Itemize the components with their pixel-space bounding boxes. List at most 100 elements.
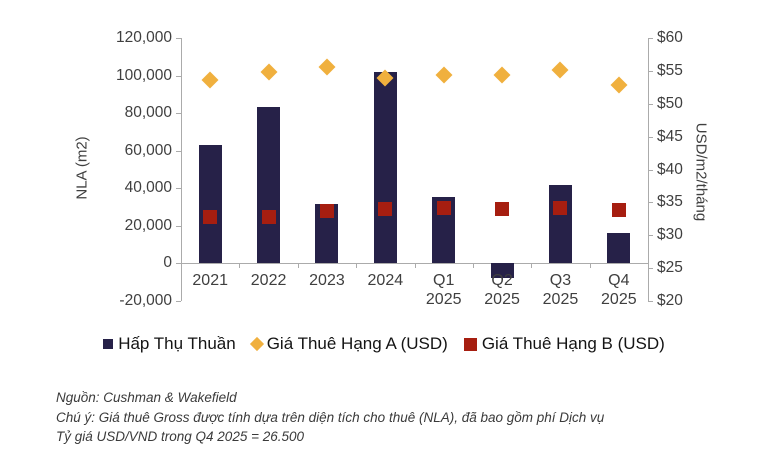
right-axis-tick-label: $20 [657,292,683,309]
right-axis-tick-label: $55 [657,61,683,79]
left-axis-tick-label: 60,000 [124,141,172,159]
x-axis-category-line: 2024 [367,272,404,290]
legend: Hấp Thụ Thuần Giá Thuê Hạng A (USD) Giá … [0,334,768,354]
fx-note: Tỷ giá USD/VND trong Q4 2025 = 26.500 [56,429,305,444]
right-axis-tick [648,268,653,270]
right-axis-tick [648,70,653,72]
grade-a-marker-Q3-2025 [551,61,569,79]
grade-b-marker-Q2-2025 [495,201,510,216]
method-note: Chú ý: Giá thuê Gross được tính dựa trên… [56,409,605,425]
grade-a-marker-Q4-2025 [610,76,628,94]
bar-Q2-2025 [490,263,514,278]
right-axis-tick-label: $30 [657,226,683,244]
left-axis-tick-label: 100,000 [115,66,172,84]
legend-label-grade-a-rent: Giá Thuê Hạng A (USD) [266,334,448,353]
left-axis-tick-label: 120,000 [115,29,172,46]
grade-b-marker-Q4-2025 [611,202,626,217]
left-axis-tick [176,301,181,302]
x-axis-category-line: 2025 [484,291,520,309]
right-axis-tick-label: $60 [657,29,683,46]
x-axis-tick [648,263,649,269]
left-axis-tick [176,150,181,152]
bar-2024 [373,71,397,264]
bar-swatch-icon [103,339,114,349]
right-axis-tick [648,103,653,105]
grade-a-marker-2021 [201,71,219,89]
x-axis-category-line: Q2 [491,272,513,290]
grade-a-marker-Q2-2025 [493,66,511,84]
right-axis-tick [648,169,653,171]
x-axis-category-line: Q3 [549,272,572,290]
x-axis-category-line: 2022 [250,272,287,290]
x-axis-tick [181,263,182,269]
left-axis-tick-label: -20,000 [119,292,172,309]
source-note: Nguồn: Cushman & Wakefield [56,390,237,405]
left-axis-tick [176,113,181,115]
x-axis-tick [356,263,358,269]
footnotes: Nguồn: Cushman & Wakefield Chú ý: Giá th… [56,388,604,447]
grade-a-marker-Q1-2025 [435,66,453,84]
left-axis-tick-label: 20,000 [124,216,172,234]
right-axis-tick-label: $45 [657,127,683,145]
x-axis-tick [589,263,591,269]
x-axis-tick [472,263,474,269]
bar-Q4-2025 [607,233,631,264]
grade-b-marker-2023 [319,203,334,218]
x-axis-category-line: 2025 [542,291,579,309]
x-axis-category-line: 2023 [309,272,345,290]
grade-b-marker-Q1-2025 [436,200,451,215]
legend-item-net-absorption: Hấp Thụ Thuần [103,334,236,354]
legend-label-grade-b-rent: Giá Thuê Hạng B (USD) [481,334,665,353]
right-axis-tick [648,202,653,204]
x-axis-tick [297,263,299,269]
grade-a-marker-2022 [260,63,278,81]
x-axis-category-label: Q2 2025 [473,271,531,309]
x-axis-category-label: 2024 [356,271,414,290]
grade-b-marker-2022 [261,210,276,225]
grade-b-marker-Q3-2025 [553,200,568,215]
x-axis-category-label: 2022 [240,271,298,290]
right-axis-tick-label: $50 [657,94,683,112]
left-axis-tick [176,188,181,190]
grade-a-marker-2023 [318,58,336,76]
grade-b-marker-2024 [378,201,393,216]
left-axis-tick [176,263,181,265]
grade-b-marker-2021 [203,209,218,224]
left-axis-tick-label: 80,000 [124,104,172,122]
right-axis-tick [648,38,653,39]
x-axis-category-label: Q3 2025 [531,271,589,309]
left-axis-tick [176,38,181,39]
x-axis-tick [531,263,533,269]
bar-Q3-2025 [548,184,572,264]
right-axis-tick [648,235,653,237]
left-axis-tick-label: 40,000 [124,179,172,197]
x-axis-category-line: 2025 [425,291,462,309]
x-axis-category-line: Q1 [433,272,455,290]
x-axis-category-line: 2025 [601,291,637,309]
x-axis-category-line: 2021 [192,272,228,290]
x-axis-category-label: Q4 2025 [590,271,648,309]
left-axis-title: NLA (m2) [73,136,91,200]
x-axis-tick [239,263,241,269]
bar-2021 [198,145,222,264]
x-axis-category-line: Q4 [608,272,630,290]
right-axis-tick-label: $40 [657,160,683,178]
x-axis-category-label: 2021 [181,271,239,290]
x-axis-category-label: 2023 [298,271,356,290]
right-axis-tick [648,301,653,302]
left-axis-tick [176,225,181,227]
bar-2022 [257,106,281,264]
x-axis-category-label: Q1 2025 [415,271,473,309]
square-swatch-icon [463,337,477,351]
legend-item-grade-b-rent: Giá Thuê Hạng B (USD) [463,334,665,354]
bar-2023 [315,204,339,264]
right-axis-tick-label: $35 [657,193,683,211]
x-axis-tick [414,263,416,269]
right-axis-tick [648,136,653,138]
diamond-swatch-icon [249,336,264,352]
legend-item-grade-a-rent: Giá Thuê Hạng A (USD) [249,334,448,354]
right-axis-tick-label: $25 [657,259,683,277]
left-axis-line [181,38,182,301]
left-axis-tick [176,75,181,77]
